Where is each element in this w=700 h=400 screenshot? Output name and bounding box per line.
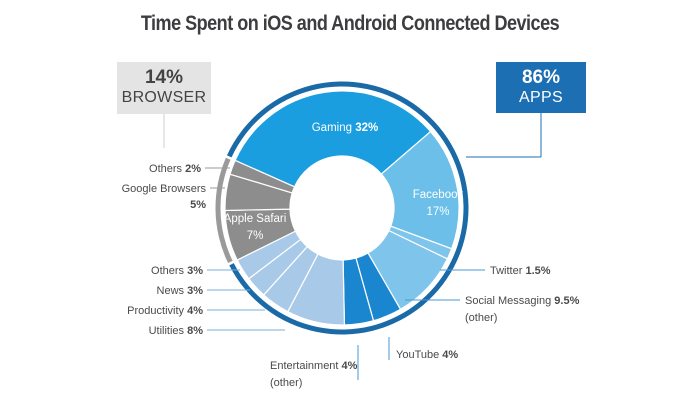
label-safari-value: 7%	[247, 230, 264, 242]
label-google-value: 5%	[190, 199, 206, 211]
apps-percent: 86%	[521, 67, 561, 88]
label-news: News 3%	[157, 285, 204, 297]
label-productivity: Productivity 4%	[127, 305, 203, 317]
label-social: Social Messaging 9.5%	[465, 295, 580, 307]
apps-label: APPS	[519, 89, 563, 106]
ring-browser	[215, 157, 233, 264]
label-entertainment-note: (other)	[270, 377, 302, 389]
label-entertainment: Entertainment 4%	[270, 360, 358, 372]
label-utilities: Utilities 8%	[149, 325, 204, 337]
label-facebook-value: 17%	[426, 206, 449, 218]
label-facebook-name: Facebook	[413, 189, 464, 201]
label-gaming: Gaming 32%	[312, 122, 379, 134]
label-social-note: (other)	[465, 312, 497, 324]
slice-gaming	[234, 90, 432, 188]
browser-label: BROWSER	[121, 89, 207, 106]
label-others-browser: Others 2%	[149, 163, 201, 175]
label-google-name: Google Browsers	[122, 183, 207, 195]
label-youtube: YouTube 4%	[396, 349, 458, 361]
group-rings	[215, 81, 469, 335]
label-safari-name: Apple Safari	[224, 213, 287, 225]
label-twitter: Twitter 1.5%	[490, 265, 551, 277]
apps-summary-box: 86% APPS	[496, 62, 586, 113]
leader-lines	[163, 113, 542, 380]
browser-summary-box: 14% BROWSER	[117, 62, 211, 114]
donut-slices	[224, 90, 460, 326]
label-others-apps: Others 3%	[151, 265, 203, 277]
browser-percent: 14%	[144, 67, 184, 88]
slice-others-browser	[229, 159, 296, 194]
chart-title: Time Spent on iOS and Android Connected …	[140, 12, 560, 35]
